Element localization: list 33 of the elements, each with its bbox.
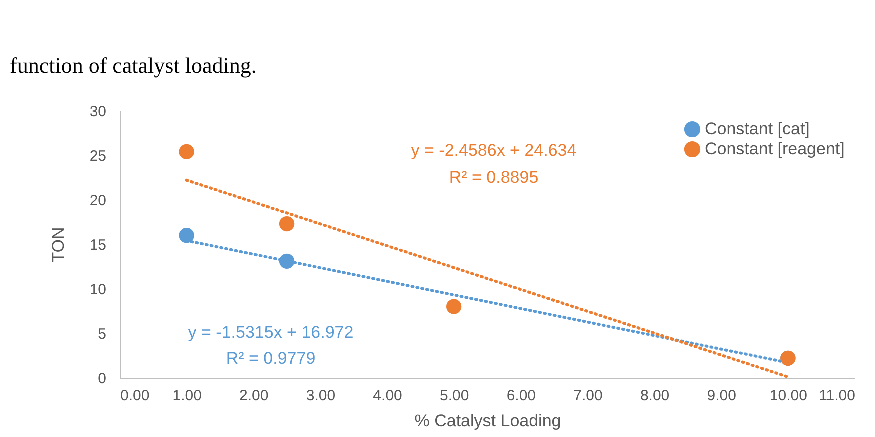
x-tick-label: 7.00 bbox=[574, 388, 603, 404]
x-tick-label: 5.00 bbox=[440, 388, 470, 404]
y-tick-label: 20 bbox=[90, 192, 106, 210]
x-tick-label: 11.00 bbox=[819, 388, 856, 404]
annotation: R² = 0.9779 bbox=[226, 349, 316, 368]
point bbox=[179, 144, 194, 160]
point bbox=[279, 254, 295, 269]
x-axis-title: % Catalyst Loading bbox=[414, 412, 562, 430]
x-tick-label: 10.00 bbox=[770, 388, 808, 404]
legend-label: Constant [cat] bbox=[705, 120, 810, 138]
annotation: y = -2.4586x + 24.634 bbox=[411, 141, 577, 160]
legend-label: Constant [reagent] bbox=[705, 140, 845, 158]
y-tick-label: 0 bbox=[98, 370, 106, 388]
y-tick-label: 30 bbox=[90, 104, 106, 120]
x-tick-label: 0.00 bbox=[120, 388, 150, 404]
point bbox=[279, 216, 295, 232]
x-tick-label: 1.00 bbox=[172, 388, 202, 404]
y-tick-label: 15 bbox=[90, 237, 106, 254]
x-tick-label: 6.00 bbox=[506, 388, 536, 404]
x-tick-label: 8.00 bbox=[640, 388, 670, 404]
y-axis-title: TON bbox=[48, 227, 68, 263]
y-tick-label: 25 bbox=[90, 148, 106, 165]
y-tick-label: 10 bbox=[90, 282, 106, 298]
text: function of catalyst loading. bbox=[10, 53, 257, 78]
x-tick-label: 3.00 bbox=[306, 388, 336, 404]
y-tick-label: 5 bbox=[98, 326, 106, 343]
point bbox=[446, 299, 462, 314]
x-tick-label: 9.00 bbox=[707, 388, 736, 404]
x-tick-label: 2.00 bbox=[240, 388, 269, 404]
point bbox=[179, 228, 194, 244]
x-tick-label: 4.00 bbox=[373, 388, 402, 404]
annotation: R² = 0.8895 bbox=[449, 168, 539, 187]
annotation: y = -1.5315x + 16.972 bbox=[188, 323, 354, 342]
